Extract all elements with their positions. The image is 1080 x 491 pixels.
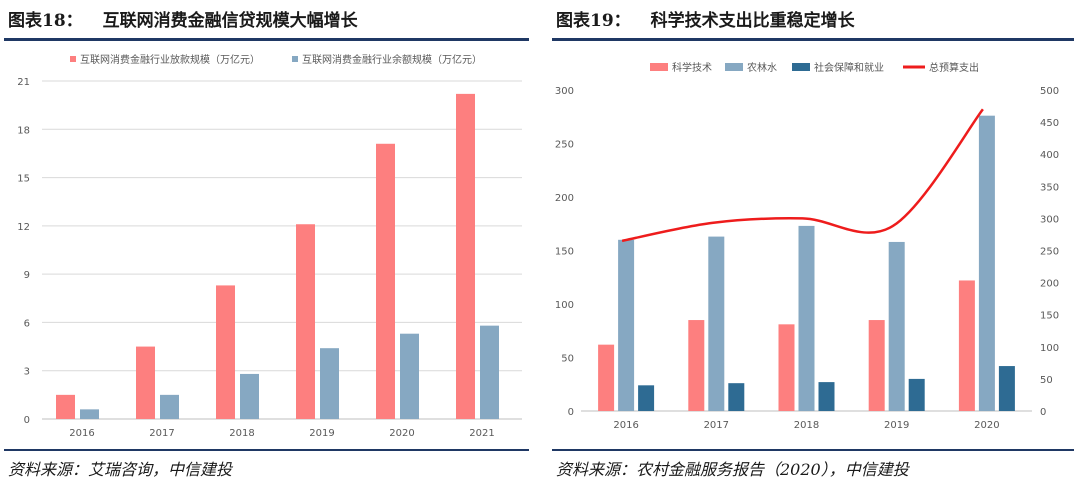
x-tick-label: 2019 [884,420,909,431]
right-bottom-rule [552,449,1074,451]
legend-label-3: 总预算支出 [929,61,979,74]
bar-science-2017 [688,320,705,411]
bar-agri-2019 [888,241,905,411]
x-tick-label: 2017 [704,420,729,431]
left-panel: 图表18： 互联网消费金融信贷规模大幅增长 互联网消费金融行业放款规模（万亿元）互… [0,0,535,491]
bar-science-2020 [958,280,975,411]
x-tick-label: 2018 [229,428,254,439]
right-title-label: 图表19： [556,11,631,31]
y-tick-label: 9 [24,270,30,281]
y2-tick-label: 250 [1040,247,1059,258]
left-title: 图表18： 互联网消费金融信贷规模大幅增长 [8,6,358,31]
right-top-rule [552,38,1074,41]
right-title: 图表19： 科学技术支出比重稳定增长 [556,6,855,31]
y-tick-label: 200 [555,193,574,204]
left-title-text: 互联网消费金融信贷规模大幅增长 [102,11,358,31]
y2-tick-label: 50 [1040,375,1053,386]
right-source: 资料来源：农村金融服务报告（2020），中信建投 [556,460,909,479]
y2-tick-label: 400 [1040,150,1059,161]
y-tick-label: 0 [568,407,574,418]
bar-agri-2018 [798,225,815,411]
legend-label-1: 互联网消费金融行业余额规模（万亿元） [302,53,482,66]
legend-swatch-2 [792,63,810,71]
x-tick-label: 2016 [613,420,638,431]
bar-loan-2020 [376,143,395,419]
bar-loan-2016 [56,394,75,419]
x-tick-label: 2020 [389,428,414,439]
left-top-rule [4,38,529,41]
bar-loan-2019 [296,224,315,419]
y-tick-label: 6 [24,318,30,329]
bar-social-2016 [638,385,655,411]
bar-balance-2020 [400,333,419,419]
total-budget-line [621,108,984,243]
y-tick-label: 15 [17,174,30,185]
y-tick-label: 300 [555,86,574,97]
bar-balance-2017 [160,394,179,419]
legend-swatch-1 [292,56,298,62]
legend-swatch-1 [725,63,743,71]
legend-label-0: 科学技术 [672,61,712,74]
bar-balance-2019 [320,348,339,419]
y-tick-label: 12 [17,222,30,233]
legend-label-0: 互联网消费金融行业放款规模（万亿元） [80,53,260,66]
x-tick-label: 2016 [69,428,94,439]
bar-social-2019 [908,378,925,411]
legend-swatch-0 [650,63,668,71]
y-tick-label: 50 [561,354,574,365]
x-tick-label: 2021 [469,428,494,439]
bar-science-2016 [598,344,615,411]
bar-loan-2018 [216,285,235,419]
left-chart: 互联网消费金融行业放款规模（万亿元） 互联网消费金融行业余额规模（万亿元） 0 3 6 9… [17,53,522,439]
y-tick-label: 0 [24,415,30,426]
y-tick-label: 150 [555,247,574,258]
right-chart: 科学技术 农林水 社会保障和就业 总预算支出 0 50 100 150 200 250 300 0 50… [555,61,1059,431]
x-tick-label: 2019 [309,428,334,439]
x-tick-label: 2017 [149,428,174,439]
bar-social-2018 [818,382,835,411]
x-tick-label: 2020 [974,420,999,431]
bar-agri-2017 [708,236,725,411]
y2-tick-label: 0 [1040,407,1046,418]
y2-tick-label: 350 [1040,182,1059,193]
bar-loan-2021 [456,93,475,419]
y2-tick-label: 500 [1040,86,1059,97]
legend-label-2: 社会保障和就业 [814,61,884,74]
y2-tick-label: 150 [1040,311,1059,322]
y-tick-label: 100 [555,300,574,311]
left-title-label: 图表18： [8,11,83,31]
bar-agri-2016 [618,239,635,411]
y2-tick-label: 450 [1040,118,1059,129]
right-panel: 图表19： 科学技术支出比重稳定增长 科学技术 农林水 社会保障和就业 总预算支出 0 50… [548,0,1080,491]
right-title-text: 科学技术支出比重稳定增长 [650,11,855,31]
y2-tick-label: 200 [1040,279,1059,290]
x-tick-label: 2018 [794,420,819,431]
y-tick-label: 21 [17,77,30,88]
y-tick-label: 3 [24,367,30,378]
bar-balance-2018 [240,373,259,419]
y-tick-label: 18 [17,125,30,136]
bar-science-2019 [868,320,885,411]
bar-social-2020 [998,366,1015,411]
bar-balance-2016 [80,409,99,419]
legend-swatch-0 [70,56,76,62]
legend-label-1: 农林水 [747,61,777,74]
y-tick-label: 250 [555,140,574,151]
bar-balance-2021 [480,325,499,419]
bar-science-2018 [778,324,795,411]
left-bottom-rule [4,449,529,451]
bar-social-2017 [728,383,745,411]
left-source: 资料来源：艾瑞咨询，中信建投 [8,460,233,479]
y2-tick-label: 100 [1040,343,1059,354]
bar-agri-2020 [978,115,995,412]
y2-tick-label: 300 [1040,214,1059,225]
bar-loan-2017 [136,346,155,419]
